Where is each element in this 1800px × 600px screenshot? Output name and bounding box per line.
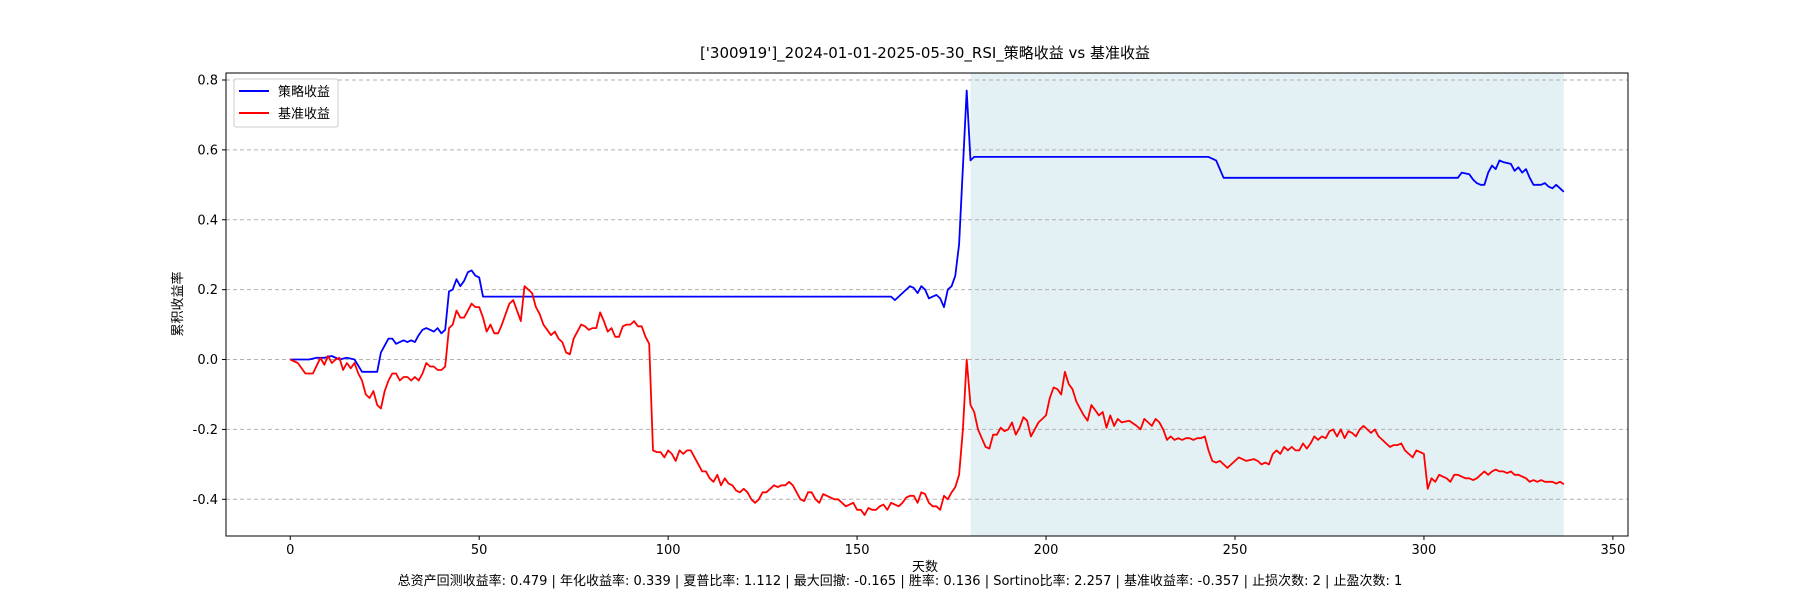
y-axis: -0.4 -0.2 0.0 0.2 0.4 0.6 0.8 bbox=[193, 73, 226, 508]
legend: 策略收益 基准收益 bbox=[233, 78, 339, 128]
x-axis-label: 天数 bbox=[912, 560, 938, 575]
y-tick-label: 0.4 bbox=[197, 213, 218, 228]
y-tick-label: 0.2 bbox=[197, 283, 218, 298]
grid-lines bbox=[226, 79, 1628, 500]
strategy-line bbox=[290, 89, 1565, 373]
y-tick-label: 0.0 bbox=[197, 353, 218, 368]
legend-label-strategy: 策略收益 bbox=[278, 84, 330, 100]
chart-title: ['300919']_2024-01-01-2025-05-30_RSI_策略收… bbox=[700, 44, 1150, 63]
x-tick-label: 200 bbox=[1034, 543, 1059, 558]
benchmark-line bbox=[289, 285, 1565, 516]
x-tick-label: 50 bbox=[471, 543, 488, 558]
shaded-region bbox=[970, 73, 1564, 536]
y-tick-label: 0.6 bbox=[197, 143, 218, 158]
stats-footer: 总资产回测收益率: 0.479 | 年化收益率: 0.339 | 夏普比率: 1… bbox=[397, 574, 1403, 589]
y-tick-label: 0.8 bbox=[197, 73, 218, 88]
legend-label-benchmark: 基准收益 bbox=[278, 107, 330, 122]
x-tick-label: 0 bbox=[286, 543, 294, 558]
x-tick-label: 250 bbox=[1223, 543, 1248, 558]
y-tick-label: -0.2 bbox=[193, 423, 218, 438]
x-tick-label: 150 bbox=[845, 543, 870, 558]
x-tick-label: 300 bbox=[1412, 543, 1437, 558]
x-tick-label: 350 bbox=[1600, 543, 1625, 558]
series-lines bbox=[289, 89, 1565, 516]
y-tick-label: -0.4 bbox=[193, 493, 218, 508]
plot-frame bbox=[225, 72, 1629, 537]
y-axis-label: 累积收益率 bbox=[170, 271, 186, 336]
x-tick-label: 100 bbox=[656, 543, 681, 558]
x-axis: 0 50 100 150 200 250 300 350 bbox=[286, 536, 1625, 558]
